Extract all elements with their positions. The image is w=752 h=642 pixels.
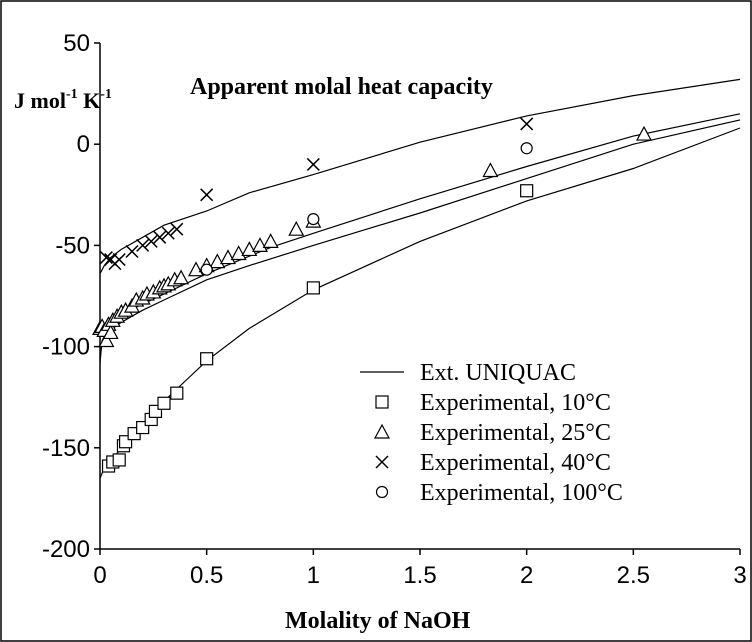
x-tick-label: 1 — [307, 562, 320, 589]
data-point-triangle — [219, 249, 237, 265]
y-tick-label: 50 — [63, 30, 90, 57]
y-axis-label-main: J mol — [14, 88, 66, 113]
y-axis-label-exp1: -1 — [66, 87, 78, 102]
data-point-x — [520, 117, 534, 131]
data-point-circle — [200, 263, 213, 276]
data-point-square — [170, 386, 184, 400]
data-point-square — [200, 352, 214, 366]
data-point-triangle — [98, 332, 115, 348]
y-tick-label: 0 — [77, 131, 90, 158]
data-point-triangle — [209, 253, 226, 269]
data-point-x — [153, 230, 167, 244]
data-point-triangle — [251, 237, 269, 252]
data-point-x — [200, 188, 214, 202]
data-point-square — [306, 281, 320, 295]
data-point-circle — [307, 212, 320, 226]
data-point-x — [144, 234, 158, 248]
x-tick-label: 3 — [733, 562, 746, 589]
legend-label: Experimental, 10°C — [420, 390, 611, 416]
y-axis-label-mid: K — [78, 88, 101, 113]
x-tick-label: 2 — [520, 562, 533, 589]
data-point-x — [170, 222, 184, 236]
data-point-square — [112, 453, 126, 467]
data-point-triangle — [102, 324, 119, 340]
data-point-x — [306, 157, 320, 171]
x-tick-label: 0 — [93, 562, 106, 589]
data-point-triangle — [230, 245, 247, 261]
legend-label: Experimental, 100°C — [420, 480, 623, 506]
data-point-triangle — [262, 233, 279, 248]
data-point-triangle — [173, 269, 190, 285]
y-axis-label-exp2: -1 — [100, 87, 112, 102]
legend-marker-circle — [375, 485, 389, 499]
data-point-x — [125, 244, 139, 259]
data-point-square — [157, 396, 171, 410]
y-tick-label: -50 — [55, 232, 90, 259]
y-tick-labels: 50 0 -50 -100 -150 -200 — [42, 30, 90, 563]
legend-marker-square — [375, 395, 389, 409]
data-point-triangle — [635, 125, 653, 141]
y-axis-label: J mol-1 K-1 — [14, 87, 112, 113]
axes — [94, 42, 741, 555]
data-point-triangle — [241, 241, 258, 257]
y-tick-label: -200 — [42, 536, 90, 563]
data-point-triangle — [288, 220, 305, 236]
x-tick-labels: 0 0.5 1 1.5 2 2.5 3 — [93, 562, 746, 589]
x-axis-label: Molality of NaOH — [285, 608, 471, 634]
data-points — [91, 117, 653, 473]
data-point-x — [136, 238, 150, 252]
data-point-x — [99, 251, 113, 265]
y-tick-label: -150 — [42, 435, 90, 462]
data-point-triangle — [187, 261, 205, 277]
y-tick-label: -100 — [42, 334, 90, 361]
legend-label: Experimental, 25°C — [420, 420, 611, 446]
x-tick-label: 2.5 — [617, 562, 650, 589]
legend-label: Experimental, 40°C — [420, 450, 611, 476]
x-tick-label: 0.5 — [190, 562, 223, 589]
data-point-square — [520, 184, 534, 198]
legend-marker-triangle — [373, 423, 391, 439]
x-tick-label: 1.5 — [403, 562, 436, 589]
data-point-triangle — [482, 162, 499, 178]
legend-marker-x — [375, 455, 389, 469]
data-point-x — [161, 226, 175, 240]
chart-title: Apparent molal heat capacity — [190, 74, 493, 100]
model-curve-4 — [99, 78, 741, 274]
legend: Ext. UNIQUAC Experimental, 10°C Experiment… — [360, 360, 623, 506]
data-point-x — [112, 253, 126, 267]
legend-label: Ext. UNIQUAC — [420, 360, 576, 386]
data-point-circle — [520, 142, 533, 155]
